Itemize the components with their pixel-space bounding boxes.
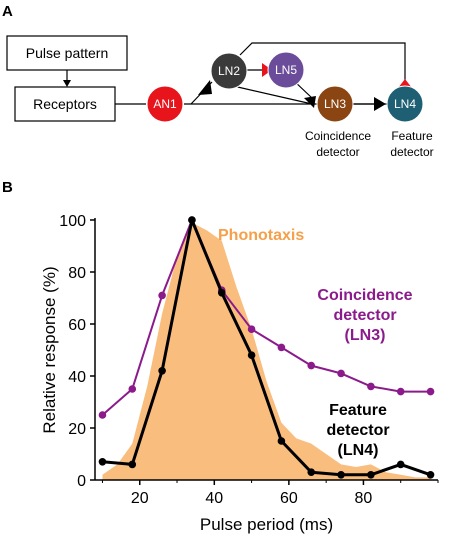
ln5-ln3-synapse: [304, 96, 316, 108]
y-tick-label: 40: [68, 369, 86, 386]
ln3-ln4-synapse: [374, 97, 386, 111]
y-tick-label: 100: [59, 213, 86, 230]
feature-annotation-line2: detector: [326, 422, 389, 439]
pulse-pattern-box: [6, 35, 128, 71]
node-ln2-label: LN2: [218, 64, 240, 78]
an1-ln2-synapse: [198, 80, 212, 95]
x-tick-label: 60: [280, 490, 298, 507]
ln3-caption-line1: Coincidence: [305, 129, 371, 143]
y-tick-label: 60: [68, 317, 86, 334]
ln2-ln5-inhibitory-synapse: [262, 63, 272, 77]
feature-point: [158, 367, 166, 375]
node-ln3-label: LN3: [324, 97, 346, 111]
receptors-box: [14, 86, 116, 122]
feature-point: [247, 351, 256, 360]
x-tick-label: 40: [205, 490, 223, 507]
feature-point: [128, 460, 137, 469]
y-axis-title: Relative response (%): [40, 266, 59, 433]
feature-point: [217, 289, 226, 297]
phonotaxis-annotation: Phonotaxis: [218, 227, 304, 244]
feature-annotation-line1: Feature: [329, 402, 387, 419]
node-ln2: LN2: [210, 52, 248, 90]
coincidence-annotation-line3: (LN3): [345, 327, 386, 344]
node-ln5-label: LN5: [275, 63, 297, 77]
ln2-ln4-inhibitory-synapse: [398, 79, 412, 88]
response-chart: 0 20 40 60 80 100 20 40 60 80 Pulse period (ms) Rel…: [40, 213, 439, 534]
coincidence-point: [307, 361, 316, 370]
y-tick-label: 0: [77, 473, 86, 490]
node-ln4-label: LN4: [394, 97, 416, 111]
coincidence-point: [277, 343, 286, 352]
feature-point: [367, 471, 375, 479]
x-axis-title: Pulse period (ms): [200, 515, 333, 534]
feature-point: [188, 216, 196, 224]
coincidence-point: [98, 411, 107, 419]
pulse-to-receptors-arrowhead: [63, 80, 71, 87]
x-tick-label: 80: [355, 490, 373, 507]
coincidence-point: [396, 387, 405, 396]
feature-point: [307, 468, 316, 477]
feature-point: [396, 460, 405, 469]
feature-point: [426, 471, 435, 479]
node-an1: AN1: [146, 85, 184, 123]
pulse-pattern-label: Pulse pattern: [26, 45, 109, 61]
node-ln3: LN3: [316, 85, 354, 123]
coincidence-point: [128, 385, 137, 393]
feature-line: [102, 218, 432, 477]
ln4-caption-line2: detector: [390, 145, 433, 159]
coincidence-point: [247, 325, 256, 334]
panel-b-letter: B: [2, 179, 13, 196]
ln2-to-ln4-loop: [239, 42, 406, 80]
coincidence-annotation-line2: detector: [333, 307, 396, 324]
coincidence-point: [158, 291, 166, 300]
coincidence-point: [426, 387, 435, 396]
receptors-label: Receptors: [33, 96, 97, 112]
panel-a-letter: A: [2, 3, 13, 20]
x-tick-label: 20: [131, 490, 149, 507]
y-tick-label: 20: [68, 421, 86, 438]
node-ln5: LN5: [267, 51, 305, 89]
ln4-caption-line1: Feature: [391, 129, 433, 143]
feature-point: [337, 471, 345, 479]
coincidence-point: [337, 369, 345, 378]
y-tick-label: 80: [68, 265, 86, 282]
coincidence-annotation-line1: Coincidence: [317, 287, 412, 304]
feature-point: [277, 437, 286, 445]
coincidence-line: [101, 219, 431, 416]
ln3-caption-line2: detector: [316, 145, 359, 159]
coincidence-point: [367, 382, 375, 391]
ln2-to-ln3-line: [228, 84, 313, 105]
phonotaxis-area: [102, 222, 431, 480]
feature-annotation-line3: (LN4): [338, 442, 379, 459]
node-ln4: LN4: [386, 85, 424, 123]
node-an1-label: AN1: [153, 97, 177, 111]
feature-point: [98, 458, 107, 466]
